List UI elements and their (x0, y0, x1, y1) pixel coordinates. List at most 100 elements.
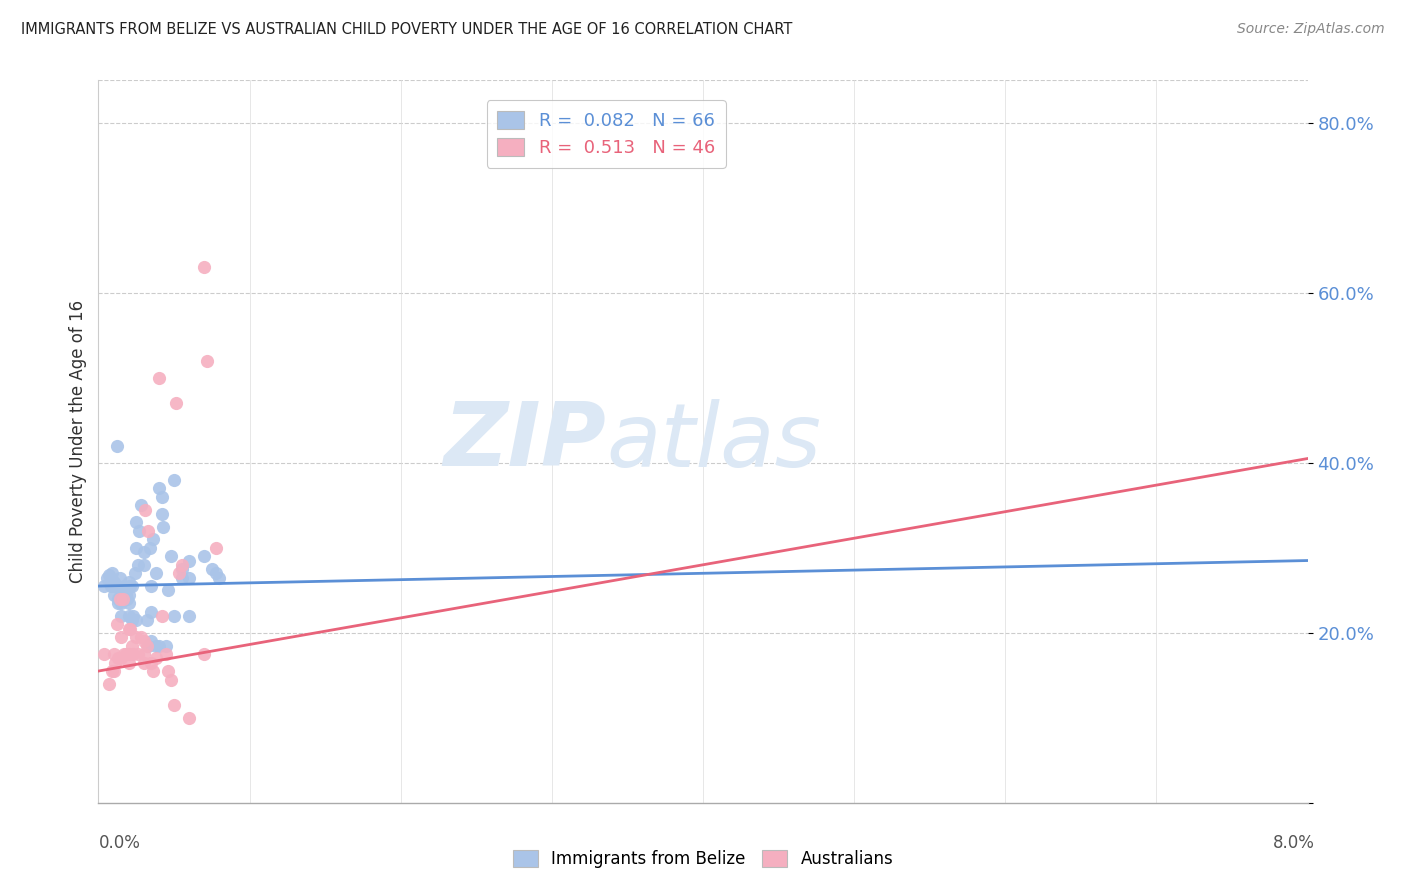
Point (179, 553, 201, 567)
Point (150, 490, 173, 504)
Point (127, 558, 149, 572)
Point (111, 591, 134, 606)
Legend: R =  0.082   N = 66, R =  0.513   N = 46: R = 0.082 N = 66, R = 0.513 N = 46 (486, 100, 725, 168)
Point (114, 647, 136, 661)
Point (201, 562, 224, 576)
Point (136, 524, 159, 538)
Point (125, 630, 148, 644)
Point (170, 570, 193, 584)
Point (165, 396, 187, 410)
Point (141, 656, 163, 670)
Point (139, 541, 162, 555)
Point (141, 634, 163, 648)
Point (107, 651, 129, 665)
Text: Source: ZipAtlas.com: Source: ZipAtlas.com (1237, 22, 1385, 37)
Point (108, 570, 131, 584)
Point (152, 519, 174, 533)
Point (98, 568, 121, 582)
Point (105, 579, 128, 593)
Point (108, 591, 131, 606)
Point (118, 656, 141, 670)
Point (122, 647, 145, 661)
Point (179, 570, 201, 584)
Point (100, 579, 122, 593)
Point (129, 498, 152, 512)
Point (148, 371, 170, 385)
Point (103, 588, 125, 602)
Point (103, 664, 125, 678)
Point (160, 549, 183, 564)
Point (145, 639, 167, 653)
Point (193, 260, 215, 275)
Point (122, 608, 145, 623)
Point (118, 574, 141, 589)
Point (155, 647, 177, 661)
Text: 0.0%: 0.0% (98, 834, 141, 852)
Point (112, 579, 135, 593)
Point (125, 541, 148, 555)
Point (115, 591, 138, 606)
Point (142, 664, 165, 678)
Point (142, 533, 165, 547)
Point (141, 605, 163, 619)
Point (110, 630, 132, 644)
Point (156, 583, 179, 598)
Point (118, 588, 141, 602)
Point (101, 664, 124, 678)
Point (118, 596, 141, 610)
Point (134, 502, 156, 516)
Point (105, 617, 128, 632)
Text: 8.0%: 8.0% (1272, 834, 1315, 852)
Point (193, 647, 215, 661)
Point (155, 639, 177, 653)
Point (205, 566, 228, 581)
Point (148, 481, 170, 495)
Point (141, 579, 163, 593)
Text: atlas: atlas (606, 399, 821, 484)
Point (101, 566, 124, 581)
Point (125, 516, 148, 530)
Point (110, 596, 132, 610)
Point (145, 566, 167, 581)
Point (104, 656, 127, 670)
Point (120, 622, 142, 636)
Point (128, 524, 150, 538)
Point (118, 608, 141, 623)
Point (160, 673, 183, 687)
Point (125, 613, 148, 627)
Point (170, 558, 193, 572)
Point (163, 473, 186, 487)
Point (121, 579, 143, 593)
Point (127, 647, 149, 661)
Point (93, 647, 115, 661)
Point (136, 639, 159, 653)
Point (124, 566, 146, 581)
Point (96, 570, 118, 584)
Point (132, 634, 155, 648)
Point (193, 549, 215, 564)
Point (112, 647, 135, 661)
Point (93, 579, 115, 593)
Point (118, 647, 141, 661)
Point (195, 353, 218, 368)
Point (148, 639, 170, 653)
Point (120, 579, 142, 593)
Point (107, 591, 129, 606)
Point (121, 613, 143, 627)
Point (103, 574, 125, 589)
Point (110, 651, 132, 665)
Point (104, 579, 127, 593)
Point (156, 664, 179, 678)
Point (129, 630, 152, 644)
Point (150, 608, 173, 623)
Point (121, 639, 143, 653)
Point (105, 439, 128, 453)
Point (208, 570, 231, 584)
Point (111, 583, 134, 598)
Point (205, 541, 228, 555)
Y-axis label: Child Poverty Under the Age of 16: Child Poverty Under the Age of 16 (69, 300, 87, 583)
Point (98, 677, 121, 691)
Point (163, 608, 186, 623)
Point (132, 647, 155, 661)
Point (132, 545, 155, 559)
